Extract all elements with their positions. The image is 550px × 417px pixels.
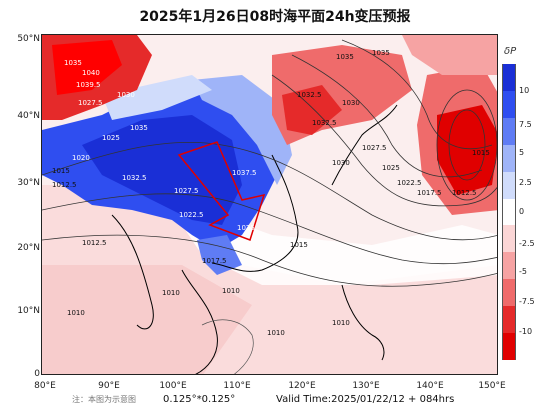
colorbar-step — [502, 199, 516, 225]
colorbar-step — [502, 279, 516, 306]
isobar-label: 1030 — [332, 159, 350, 167]
colorbar — [502, 64, 516, 360]
pressure-change-map: 1035 1035 1040 1039.5 1030 1027.5 1032.5… — [41, 34, 498, 375]
lat-label-30: 30°N — [17, 178, 40, 188]
lat-label-40: 40°N — [17, 111, 40, 121]
map-canvas: 1035 1035 1040 1039.5 1030 1027.5 1032.5… — [42, 35, 497, 374]
isobar-label: 1030 — [342, 99, 360, 107]
isobar-label: 1017.5 — [417, 189, 442, 197]
lat-label-0: 0 — [34, 369, 40, 379]
isobar-label: 1025 — [102, 134, 120, 142]
cold-air-arrow — [177, 141, 266, 241]
colorbar-label: -10 — [519, 327, 533, 336]
isobar-line — [42, 234, 497, 287]
isobar-line — [42, 142, 497, 241]
isobar-label: 1015 — [290, 241, 308, 249]
colorbar-step — [502, 145, 516, 172]
colorbar-label: 2.5 — [519, 178, 532, 187]
isobar-label: 1010 — [222, 287, 240, 295]
isobar-label: 1012.5 — [52, 181, 77, 189]
isobar-label: 1040 — [82, 69, 100, 77]
isobar-label: 1035 — [372, 49, 390, 57]
india-coastline — [111, 214, 154, 330]
map-title: 2025年1月26日08时海平面24h变压预报 — [139, 9, 411, 25]
isobar-label: 1035 — [130, 124, 148, 132]
colorbar-title: δP — [504, 46, 517, 57]
colorbar-label: 10 — [519, 86, 530, 95]
colorbar-label: 0 — [519, 207, 525, 216]
valid-time: Valid Time:2025/01/22/12 + 084hrs — [276, 394, 455, 405]
colorbar-label: -5 — [519, 267, 527, 276]
china-coastline — [211, 154, 299, 272]
lon-label-90: 90°E — [98, 381, 120, 391]
isobar-label: 1012.5 — [452, 189, 477, 197]
colorbar-step — [502, 172, 516, 199]
isobar-label: 1025 — [382, 164, 400, 172]
isobar-label: 1015 — [52, 167, 70, 175]
lon-label-80: 80°E — [34, 381, 56, 391]
isobar-label: 1010 — [67, 309, 85, 317]
lon-label-100: 100°E — [159, 381, 187, 391]
colorbar-label: -2.5 — [519, 239, 535, 248]
grid-resolution: 0.125°*0.125° — [163, 394, 236, 405]
isobar-low-ring — [448, 109, 486, 181]
disclaimer-note: 注：本图为示意图 — [72, 395, 136, 404]
red-pacific-core — [437, 105, 497, 195]
colorbar-label: 7.5 — [519, 120, 532, 129]
colorbar-step — [502, 252, 516, 279]
isobar-label: 1012.5 — [82, 239, 107, 247]
colorbar-step — [502, 225, 516, 252]
neutral-band — [162, 195, 497, 285]
lon-label-110: 110°E — [223, 381, 251, 391]
isobar-label: 1027.5 — [362, 144, 387, 152]
isobar-label: 1027.5 — [174, 187, 199, 195]
lat-label-50: 50°N — [17, 34, 40, 44]
colorbar-label: 5 — [519, 148, 525, 157]
isobar-label: 1035 — [336, 53, 354, 61]
lon-label-140: 140°E — [416, 381, 444, 391]
red-northwest-core — [52, 40, 122, 95]
isobar-low-ring — [436, 89, 497, 201]
isobar-label: 1017.5 — [202, 257, 227, 265]
colorbar-label: -7.5 — [519, 297, 535, 306]
colorbar-step — [502, 91, 516, 118]
blue-south-tongue — [197, 235, 242, 275]
isobar-label: 1025 — [237, 224, 255, 232]
isobar-label: 1039.5 — [76, 81, 101, 89]
isobar-label: 1037.5 — [232, 169, 257, 177]
colorbar-step — [502, 64, 516, 91]
isobar-line — [271, 74, 497, 207]
lon-label-150: 150°E — [478, 381, 506, 391]
isobar-label: 1022.5 — [397, 179, 422, 187]
korea-japan-coastline — [331, 104, 398, 186]
isobar-line — [341, 39, 493, 149]
isobar-label: 1010 — [162, 289, 180, 297]
isobar-label: 1032.5 — [297, 91, 322, 99]
isobar-label: 1030 — [117, 91, 135, 99]
blue-pale-north — [102, 75, 212, 120]
colorbar-step — [502, 118, 516, 145]
isobar-label: 1035 — [64, 59, 82, 67]
isobar-label: 1015 — [472, 149, 490, 157]
indochina-coastline — [181, 269, 218, 374]
philippines-coastline — [341, 284, 385, 361]
isobar-line — [291, 54, 483, 178]
lat-label-20: 20°N — [17, 243, 40, 253]
lat-label-10: 10°N — [17, 306, 40, 316]
isobar-label: 1010 — [332, 319, 350, 327]
lon-label-120: 120°E — [288, 381, 316, 391]
isobar-label: 1027.5 — [78, 99, 103, 107]
isobar-line — [42, 193, 497, 265]
isobar-line — [201, 319, 254, 374]
isobar-label: 1032.5 — [312, 119, 337, 127]
isobar-label: 1010 — [267, 329, 285, 337]
isobar-label: 1022.5 — [179, 211, 204, 219]
isobar-label: 1020 — [72, 154, 90, 162]
colorbar-step — [502, 306, 516, 333]
lon-label-130: 130°E — [352, 381, 380, 391]
isobar-label: 1032.5 — [122, 174, 147, 182]
pink-pacific-north — [402, 35, 497, 75]
colorbar-step — [502, 333, 516, 360]
pink-band-india — [42, 265, 252, 374]
